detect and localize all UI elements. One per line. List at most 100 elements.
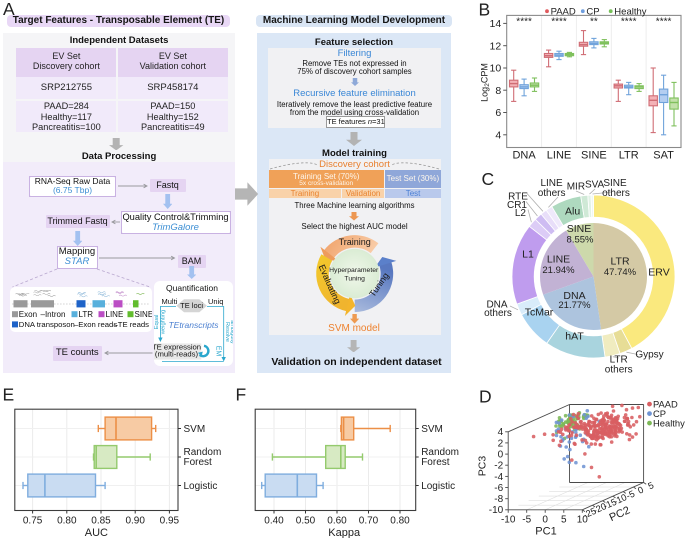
- svg-text:LINE: LINE: [547, 150, 571, 162]
- svg-text:0: 0: [498, 450, 504, 461]
- svg-text:–Exon reads: –Exon reads: [74, 320, 117, 329]
- svg-text:ERV: ERV: [648, 267, 669, 279]
- svg-text:47.74%: 47.74%: [604, 267, 637, 278]
- svg-text:PC3: PC3: [477, 456, 489, 477]
- svg-text:10: 10: [577, 515, 589, 526]
- svg-text:4: 4: [498, 427, 504, 438]
- svg-text:Resolve: Resolve: [224, 322, 230, 342]
- svg-text:TEtranscripts: TEtranscripts: [168, 320, 219, 330]
- svg-text:DNA transposon: DNA transposon: [19, 320, 75, 329]
- svg-text:Training: Training: [339, 237, 371, 247]
- svg-text:10: 10: [490, 63, 502, 75]
- svg-text:SVA: SVA: [585, 180, 605, 191]
- svg-text:Hyperparameter: Hyperparameter: [329, 267, 379, 274]
- svg-text:21.94%: 21.94%: [542, 265, 575, 276]
- svg-text:0.85: 0.85: [91, 516, 111, 527]
- svg-text:Logistic: Logistic: [184, 481, 218, 492]
- svg-text:LINE: LINE: [106, 310, 124, 319]
- svg-text:MIR: MIR: [567, 182, 585, 193]
- svg-text:SINE: SINE: [567, 223, 592, 235]
- svg-text:ambiguity: ambiguity: [229, 320, 233, 344]
- svg-text:DNA: DNA: [563, 290, 585, 302]
- svg-text:0.80: 0.80: [390, 516, 410, 527]
- svg-text:AUC: AUC: [85, 527, 108, 538]
- svg-text:-2: -2: [494, 461, 503, 472]
- svg-text:-25: -25: [581, 506, 597, 521]
- svg-text:(multi-reads): (multi-reads): [155, 349, 199, 358]
- svg-text:DNA: DNA: [486, 300, 507, 311]
- svg-text:0.90: 0.90: [125, 516, 145, 527]
- svg-text:CP: CP: [586, 7, 599, 18]
- svg-text:6: 6: [495, 107, 501, 119]
- svg-text:LTR: LTR: [610, 256, 629, 268]
- svg-text:SVM: SVM: [421, 424, 443, 435]
- svg-text:PC1: PC1: [535, 526, 556, 538]
- svg-text:Alu: Alu: [565, 206, 580, 218]
- svg-text:8: 8: [495, 85, 501, 97]
- svg-text:14: 14: [490, 18, 502, 30]
- svg-text:F: F: [236, 385, 247, 405]
- svg-text:C: C: [482, 169, 495, 189]
- svg-text:others: others: [605, 365, 633, 376]
- svg-text:Logistic: Logistic: [421, 481, 455, 492]
- svg-text:5: 5: [646, 480, 655, 491]
- svg-text:12: 12: [490, 40, 502, 52]
- svg-text:0.75: 0.75: [23, 516, 43, 527]
- svg-text:4: 4: [495, 129, 501, 141]
- svg-text:EM: EM: [215, 346, 222, 357]
- svg-text:SAT: SAT: [653, 150, 674, 162]
- svg-text:SINE: SINE: [135, 310, 153, 319]
- svg-text:RTE: RTE: [508, 192, 528, 203]
- svg-text:0.80: 0.80: [57, 516, 77, 527]
- svg-text:SINE: SINE: [581, 150, 607, 162]
- svg-text:-4: -4: [494, 472, 503, 483]
- svg-text:Gypsy: Gypsy: [635, 350, 663, 361]
- svg-text:CP: CP: [653, 408, 666, 419]
- svg-text:-5: -5: [522, 515, 531, 526]
- svg-text:D: D: [479, 387, 492, 407]
- svg-text:0: 0: [636, 485, 645, 496]
- svg-text:0.70: 0.70: [359, 516, 379, 527]
- svg-text:Healthy: Healthy: [653, 417, 685, 428]
- svg-text:-10: -10: [612, 492, 628, 507]
- svg-text:Healthy: Healthy: [614, 7, 646, 18]
- svg-text:5: 5: [561, 515, 567, 526]
- svg-text:-6: -6: [494, 483, 503, 494]
- svg-text:DNA: DNA: [512, 150, 536, 162]
- svg-text:0: 0: [542, 515, 548, 526]
- svg-text:L1: L1: [522, 249, 534, 261]
- svg-text:Forest: Forest: [184, 457, 213, 468]
- svg-text:L2: L2: [515, 208, 527, 219]
- svg-text:E: E: [3, 385, 15, 405]
- svg-text:–Intron: –Intron: [41, 310, 66, 319]
- svg-text:PAAD: PAAD: [551, 7, 576, 18]
- svg-text:Equal: Equal: [154, 315, 160, 330]
- svg-text:Kappa: Kappa: [328, 527, 361, 538]
- svg-text:hAT: hAT: [565, 331, 584, 343]
- svg-text:-15: -15: [602, 497, 618, 512]
- svg-text:SVM: SVM: [184, 424, 206, 435]
- svg-text:Forest: Forest: [421, 457, 450, 468]
- svg-text:TE loci: TE loci: [180, 301, 203, 310]
- svg-text:Quantification: Quantification: [166, 283, 218, 293]
- svg-text:Multi: Multi: [162, 297, 178, 306]
- svg-text:LTR: LTR: [619, 150, 639, 162]
- svg-text:****: ****: [621, 17, 637, 28]
- svg-text:-5: -5: [625, 489, 637, 502]
- svg-text:TcMar: TcMar: [525, 307, 554, 319]
- svg-text:0.95: 0.95: [160, 516, 180, 527]
- svg-text:weighting: weighting: [161, 310, 167, 336]
- svg-text:0.40: 0.40: [264, 516, 284, 527]
- svg-text:0.50: 0.50: [296, 516, 316, 527]
- svg-text:0.60: 0.60: [327, 516, 347, 527]
- svg-text:-10: -10: [489, 505, 504, 516]
- svg-text:LTR: LTR: [610, 355, 628, 366]
- svg-text:LTR: LTR: [79, 310, 94, 319]
- svg-text:Log2CPM: Log2CPM: [480, 63, 492, 102]
- svg-text:-10: -10: [501, 515, 516, 526]
- svg-text:PAAD: PAAD: [653, 398, 678, 409]
- svg-text:21.77%: 21.77%: [558, 300, 591, 311]
- svg-text:others: others: [484, 308, 512, 319]
- svg-text:others: others: [538, 188, 566, 199]
- svg-text:**: **: [590, 17, 598, 28]
